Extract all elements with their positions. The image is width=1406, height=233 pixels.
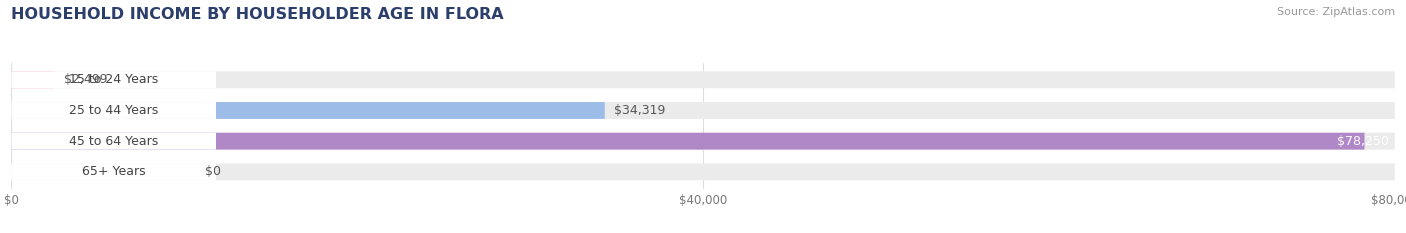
Text: $0: $0 [205,165,221,178]
FancyBboxPatch shape [11,102,605,119]
FancyBboxPatch shape [11,163,1395,180]
Text: $78,250: $78,250 [1337,135,1389,148]
FancyBboxPatch shape [11,102,217,119]
FancyBboxPatch shape [11,133,217,150]
Text: 45 to 64 Years: 45 to 64 Years [69,135,159,148]
FancyBboxPatch shape [11,71,55,88]
FancyBboxPatch shape [11,71,217,88]
FancyBboxPatch shape [11,163,217,180]
Text: Source: ZipAtlas.com: Source: ZipAtlas.com [1277,7,1395,17]
FancyBboxPatch shape [11,71,1395,88]
Text: HOUSEHOLD INCOME BY HOUSEHOLDER AGE IN FLORA: HOUSEHOLD INCOME BY HOUSEHOLDER AGE IN F… [11,7,503,22]
Text: 15 to 24 Years: 15 to 24 Years [69,73,159,86]
FancyBboxPatch shape [11,133,1395,150]
Text: $2,499: $2,499 [65,73,108,86]
Text: 25 to 44 Years: 25 to 44 Years [69,104,159,117]
FancyBboxPatch shape [11,133,1364,150]
Text: $34,319: $34,319 [614,104,666,117]
FancyBboxPatch shape [11,102,1395,119]
Text: 65+ Years: 65+ Years [82,165,145,178]
